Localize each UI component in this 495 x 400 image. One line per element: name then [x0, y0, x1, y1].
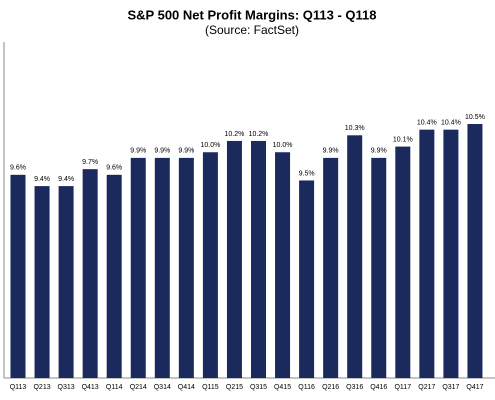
value-label: 9.9%	[323, 148, 339, 155]
value-label: 9.4%	[34, 176, 50, 183]
x-tick-label: Q414	[178, 384, 195, 391]
value-label: 9.9%	[178, 148, 194, 155]
x-tick-label: Q313	[58, 384, 75, 391]
x-tick-label: Q213	[33, 384, 50, 391]
x-tick-label: Q317	[442, 384, 459, 391]
value-label: 10.2%	[225, 131, 245, 138]
bar	[130, 157, 146, 378]
x-tick-label: Q415	[274, 384, 291, 391]
chart-title: S&P 500 Net Profit Margins: Q113 - Q118	[127, 7, 376, 22]
x-tick-label: Q214	[130, 384, 147, 391]
bar	[371, 157, 387, 378]
x-tick-label: Q115	[202, 384, 219, 391]
bar	[106, 174, 122, 378]
value-label: 10.2%	[249, 131, 269, 138]
bar	[226, 140, 242, 378]
bar	[178, 157, 194, 378]
x-tick-label: Q116	[298, 384, 315, 391]
x-tick-label: Q215	[226, 384, 243, 391]
bar	[419, 129, 435, 378]
value-label: 10.1%	[393, 136, 413, 143]
value-label: 10.4%	[417, 120, 437, 127]
x-tick-label: Q216	[322, 384, 339, 391]
bar	[58, 186, 74, 378]
value-label: 10.5%	[465, 114, 485, 121]
x-tick-label: Q114	[106, 384, 123, 391]
x-tick-label: Q217	[418, 384, 435, 391]
x-tick-label: Q117	[394, 384, 411, 391]
bar	[323, 157, 339, 378]
bar	[467, 124, 483, 378]
value-label: 9.6%	[106, 165, 122, 172]
value-label: 10.3%	[345, 125, 365, 132]
bar	[202, 152, 218, 378]
x-tick-label: Q315	[250, 384, 267, 391]
bar	[251, 140, 266, 378]
value-label: 9.4%	[58, 176, 74, 183]
x-tick-label: Q316	[346, 384, 363, 391]
value-label: 10.4%	[441, 120, 461, 127]
value-label: 9.9%	[154, 148, 170, 155]
bar	[395, 146, 411, 378]
x-tick-label: Q416	[370, 384, 387, 391]
bar	[82, 169, 98, 378]
value-label: 9.7%	[82, 159, 98, 166]
bar	[154, 157, 170, 378]
x-tick-label: Q413	[82, 384, 99, 391]
bar	[10, 174, 26, 378]
bar	[34, 186, 50, 378]
bar	[443, 129, 459, 378]
value-label: 10.0%	[200, 142, 220, 149]
value-label: 9.9%	[130, 148, 146, 155]
x-tick-label: Q314	[154, 384, 171, 391]
value-label: 9.6%	[10, 165, 26, 172]
chart-subtitle: (Source: FactSet)	[205, 23, 299, 37]
x-tick-label: Q417	[466, 384, 483, 391]
value-label: 9.9%	[371, 148, 387, 155]
bar	[299, 180, 315, 378]
value-label: 10.0%	[273, 142, 293, 149]
value-label: 9.5%	[299, 170, 315, 177]
bar	[347, 135, 363, 378]
bar	[275, 152, 291, 378]
x-tick-label: Q113	[10, 384, 27, 391]
